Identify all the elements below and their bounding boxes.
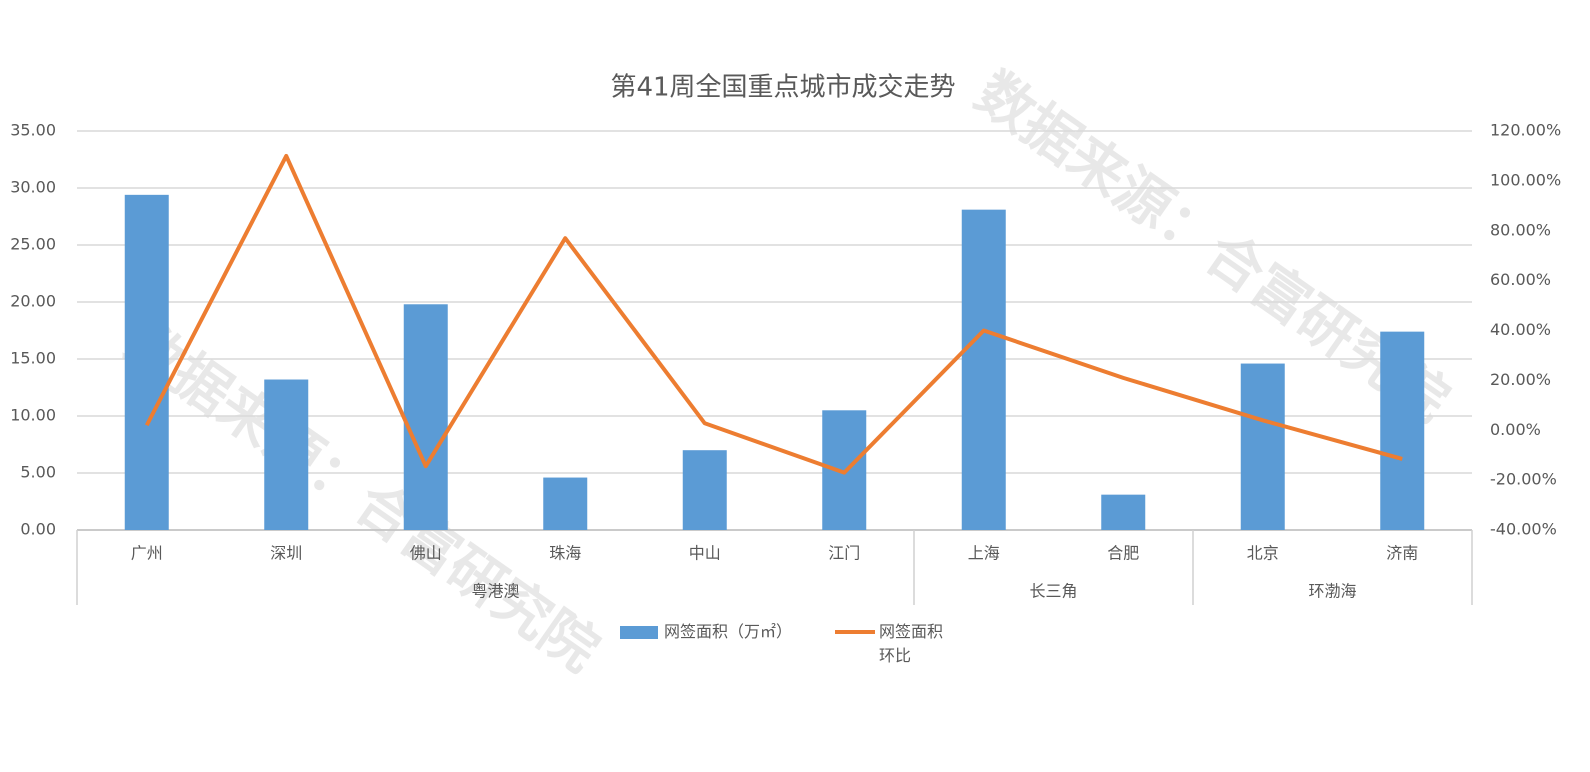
chart-title: 第41周全国重点城市成交走势	[610, 73, 955, 103]
watermark: 数据来源：合富研究院	[114, 310, 610, 684]
y2-tick-label: 100.00%	[1490, 170, 1561, 189]
legend-label: 网签面积（万㎡）	[664, 622, 793, 641]
legend-label: 网签面积环比	[879, 622, 944, 665]
x-tick-label: 合肥	[1107, 544, 1139, 563]
x-tick-label: 珠海	[549, 544, 581, 563]
group-label: 粤港澳	[471, 582, 519, 601]
y-tick-label: 25.00	[10, 235, 56, 254]
x-tick-label: 佛山	[410, 544, 442, 563]
y-tick-label: 5.00	[20, 463, 56, 482]
y2-tick-label: 0.00%	[1490, 420, 1541, 439]
y2-tick-label: 40.00%	[1490, 320, 1551, 339]
bar	[961, 209, 1006, 530]
x-tick-label: 中山	[689, 544, 721, 563]
x-tick-label: 上海	[968, 544, 1000, 563]
bar	[1101, 494, 1146, 530]
y2-tick-label: -20.00%	[1490, 470, 1557, 489]
bar	[1240, 363, 1285, 530]
bar	[682, 450, 727, 530]
y-tick-label: 35.00	[10, 121, 56, 140]
bar	[1380, 331, 1425, 530]
y-tick-label: 0.00	[20, 520, 56, 539]
bar	[543, 477, 588, 530]
x-tick-label: 北京	[1247, 544, 1279, 563]
x-tick-label: 深圳	[270, 544, 302, 563]
y2-tick-label: 20.00%	[1490, 370, 1551, 389]
y2-tick-label: 120.00%	[1490, 121, 1561, 140]
legend-swatch	[620, 626, 658, 639]
y2-tick-label: 80.00%	[1490, 220, 1551, 239]
y2-tick-label: 60.00%	[1490, 270, 1551, 289]
x-tick-label: 广州	[131, 544, 163, 563]
y-tick-label: 20.00	[10, 292, 56, 311]
x-tick-label: 江门	[828, 544, 860, 563]
bar	[403, 304, 448, 530]
y-tick-label: 15.00	[10, 349, 56, 368]
group-label: 长三角	[1029, 582, 1077, 601]
x-tick-label: 济南	[1386, 544, 1418, 563]
bar	[124, 194, 169, 530]
group-label: 环渤海	[1308, 582, 1356, 601]
bar	[264, 379, 309, 530]
line-series	[144, 153, 1403, 475]
y2-tick-label: -40.00%	[1490, 520, 1557, 539]
y-tick-label: 10.00	[10, 406, 56, 425]
y-tick-label: 30.00	[10, 178, 56, 197]
